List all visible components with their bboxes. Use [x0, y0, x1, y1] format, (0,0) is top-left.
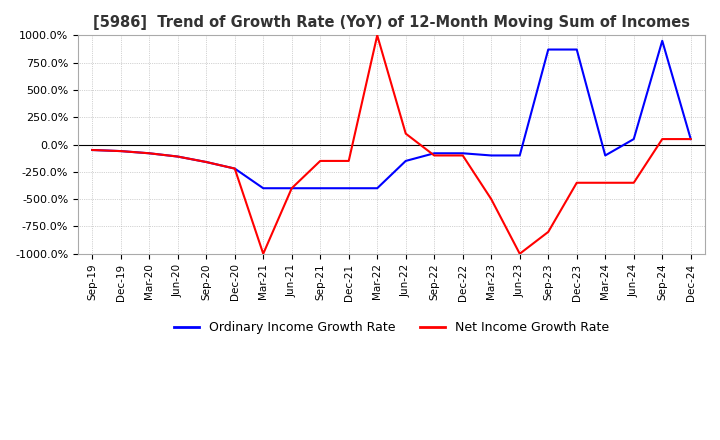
- Legend: Ordinary Income Growth Rate, Net Income Growth Rate: Ordinary Income Growth Rate, Net Income …: [168, 316, 614, 339]
- Title: [5986]  Trend of Growth Rate (YoY) of 12-Month Moving Sum of Incomes: [5986] Trend of Growth Rate (YoY) of 12-…: [93, 15, 690, 30]
